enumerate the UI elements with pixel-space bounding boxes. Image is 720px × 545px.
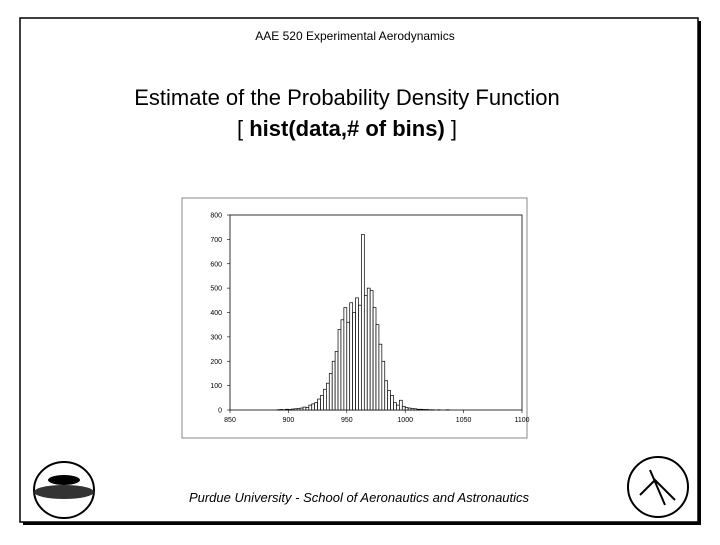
bar: [315, 403, 318, 410]
bar: [329, 373, 332, 410]
x-tick-label: 1100: [514, 417, 529, 424]
bar: [326, 383, 329, 410]
bar: [358, 305, 361, 410]
bar: [312, 404, 315, 410]
bar: [344, 308, 347, 410]
bar: [405, 408, 408, 410]
bar: [323, 389, 326, 410]
y-tick-label: 0: [218, 408, 222, 415]
bar: [399, 400, 402, 410]
y-tick-label: 800: [210, 213, 222, 220]
bar: [303, 407, 306, 410]
bar: [373, 308, 376, 410]
x-tick-label: 950: [341, 417, 353, 424]
x-tick-label: 1050: [456, 417, 472, 424]
logo-right: [628, 457, 688, 517]
bracket: ]: [451, 116, 457, 141]
bar: [321, 395, 324, 410]
bar: [356, 298, 359, 410]
bar: [370, 291, 373, 410]
bar: [353, 313, 356, 411]
bar: [291, 409, 294, 410]
footer: Purdue University - School of Aeronautic…: [189, 490, 530, 505]
x-tick-label: 850: [224, 417, 236, 424]
bar: [350, 303, 353, 410]
y-tick-label: 200: [210, 359, 222, 366]
bar: [402, 406, 405, 410]
y-tick-label: 700: [210, 237, 222, 244]
bar: [391, 395, 394, 410]
bar: [385, 381, 388, 410]
bar: [361, 235, 364, 411]
bar: [341, 320, 344, 410]
bar: [306, 408, 309, 410]
x-tick-label: 1000: [397, 417, 413, 424]
bar: [367, 288, 370, 410]
logo-left: [34, 462, 94, 518]
bar: [414, 409, 417, 410]
bar: [376, 325, 379, 410]
bar: [364, 295, 367, 410]
bar: [300, 408, 303, 410]
bar: [338, 330, 341, 410]
bar: [411, 409, 414, 410]
bracket: [: [237, 116, 243, 141]
bar: [332, 361, 335, 410]
title-line-2: [ hist(data,# of bins) ]: [237, 116, 457, 141]
bar: [420, 409, 423, 410]
x-tick-label: 900: [283, 417, 295, 424]
title: Estimate of the Probability Density Func…: [134, 85, 560, 110]
bar: [297, 409, 300, 410]
bar: [396, 405, 399, 410]
bar: [285, 409, 288, 410]
y-tick-label: 400: [210, 310, 222, 317]
bar: [382, 361, 385, 410]
bar: [294, 409, 297, 410]
bar: [379, 344, 382, 410]
y-tick-label: 100: [210, 383, 222, 390]
bar: [388, 391, 391, 411]
bar: [318, 399, 321, 410]
bar: [417, 409, 420, 410]
header: AAE 520 Experimental Aerodynamics: [255, 29, 454, 43]
bar: [335, 352, 338, 411]
y-tick-label: 600: [210, 261, 222, 268]
y-tick-label: 500: [210, 286, 222, 293]
bar: [408, 408, 411, 410]
bar: [347, 322, 350, 410]
bar: [394, 403, 397, 410]
y-tick-label: 300: [210, 334, 222, 341]
bar: [309, 405, 312, 410]
command: hist(data,# of bins): [249, 116, 445, 141]
